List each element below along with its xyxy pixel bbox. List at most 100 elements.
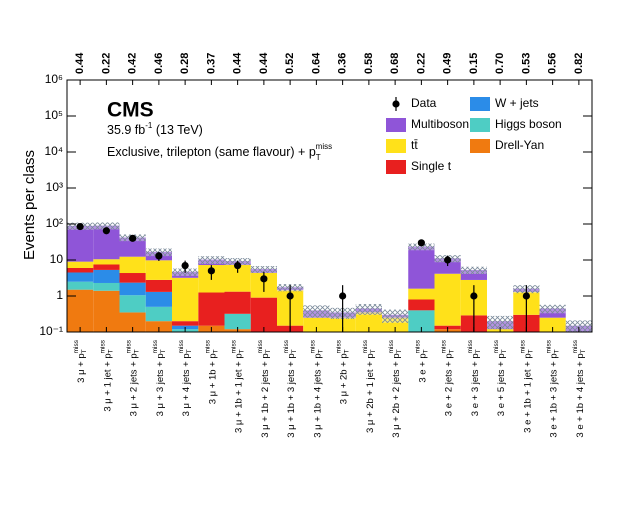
legend-label: Drell-Yan	[495, 138, 544, 152]
bar-segment	[224, 291, 251, 314]
category-sup: miss	[99, 339, 106, 353]
y-tick-label: 10⁵	[45, 108, 63, 122]
subtitle-sub: T	[316, 153, 321, 162]
category-sub: T	[265, 349, 272, 353]
lumi-text: 35.9 fb	[107, 123, 145, 137]
legend-label: Single t	[411, 159, 452, 173]
data-point	[444, 256, 452, 264]
data-point	[417, 239, 425, 247]
category-text: 3 μ + 2b + p	[338, 353, 349, 404]
legend-swatch	[386, 160, 406, 174]
bar-segment	[67, 225, 94, 262]
uncertainty-band	[198, 256, 225, 264]
category-text: 3 e + 1b + 4 jets + p	[574, 353, 585, 437]
legend-swatch	[470, 118, 490, 132]
category-sub: T	[475, 349, 482, 353]
x-tick-label: 3 μ + 1 jet + pTmiss	[99, 339, 114, 411]
bar-segment	[67, 261, 94, 268]
bar-segment	[198, 292, 225, 326]
p-value-label: 0.58	[363, 53, 375, 74]
bar-segment	[539, 317, 566, 332]
data-point	[339, 292, 347, 300]
category-text: 3 μ + 2b + 1 jet + p	[364, 353, 375, 433]
category-sub: T	[107, 349, 114, 353]
category-sup: miss	[73, 339, 80, 353]
category-sub: T	[527, 349, 534, 353]
category-text: 3 μ + 2 jets + p	[128, 353, 139, 416]
category-sub: T	[501, 349, 508, 353]
bar-segment	[408, 288, 435, 300]
p-value-label: 0.68	[389, 53, 401, 74]
legend-label: Multiboson	[411, 117, 469, 131]
category-sub: T	[343, 349, 350, 353]
bar-segment	[303, 317, 330, 332]
data-point	[207, 267, 215, 275]
x-tick-label: 3 μ + 1b + 2 jets + pTmiss	[257, 339, 272, 438]
y-tick-label: 10	[50, 252, 64, 266]
bar-segment	[172, 277, 199, 322]
category-sub: T	[81, 349, 88, 353]
data-point	[181, 261, 189, 270]
category-sup: miss	[545, 339, 552, 353]
category-text: 3 μ + 1b + 2 jets + p	[259, 353, 270, 437]
category-sup: miss	[440, 339, 447, 353]
p-value-label: 0.70	[494, 53, 506, 74]
x-tick-label: 3 μ + 2 jets + pTmiss	[125, 339, 140, 416]
uncertainty-band	[408, 243, 435, 251]
uncertainty-band	[93, 222, 120, 230]
legend-label: Data	[411, 96, 437, 110]
p-value-label: 0.15	[468, 53, 480, 74]
bar-segment	[355, 312, 382, 332]
x-tick-label: 3 e + 3 jets + pTmiss	[467, 339, 482, 416]
x-tick-label: 3 μ + pTmiss	[73, 339, 88, 383]
category-text: 3 μ + p	[76, 353, 87, 383]
lumi-sup: -1	[145, 121, 153, 130]
y-axis-label: Events per class	[21, 150, 38, 260]
legend-label: tt̄	[411, 138, 418, 152]
x-tick-label: 3 e + 1b + 3 jets + pTmiss	[545, 339, 560, 437]
bar-segment	[93, 282, 120, 291]
x-tick-label: 3 μ + 1b + 4 jets + pTmiss	[309, 339, 324, 438]
p-value-label: 0.44	[74, 52, 86, 74]
subtitle-text: Exclusive, trilepton (same flavour) + p	[107, 145, 316, 159]
bar-segment	[250, 297, 277, 332]
p-value-label: 0.22	[100, 53, 112, 74]
p-value-label: 0.37	[205, 53, 217, 74]
category-text: 3 μ + 2b + 2 jets + p	[391, 353, 402, 437]
bar-segment	[145, 260, 172, 280]
bar-segment	[408, 310, 435, 332]
category-sup: miss	[230, 339, 237, 353]
plot-frame	[66, 79, 593, 333]
category-sup: miss	[467, 339, 474, 353]
uncertainty-band	[250, 266, 277, 273]
category-text: 3 e + 3 jets + p	[469, 353, 480, 416]
bar-segment	[145, 321, 172, 332]
bar-segment	[408, 246, 435, 289]
category-sub: T	[212, 349, 219, 353]
bar-segment	[145, 291, 172, 307]
experiment-label: CMS	[107, 99, 154, 122]
category-text: 3 μ + 1b + 4 jets + p	[312, 353, 323, 437]
y-tick-label: 10⁴	[44, 144, 63, 158]
bar-segment	[172, 321, 199, 326]
data-point	[76, 222, 84, 231]
bar-segment	[93, 259, 120, 265]
legend-label: W + jets	[495, 96, 539, 110]
x-tick-label: 3 μ + 1b + pTmiss	[204, 339, 219, 404]
p-value-label: 0.56	[547, 53, 559, 74]
category-text: 3 e + p	[417, 353, 428, 382]
category-sub: T	[186, 349, 193, 353]
category-text: 3 e + 1b + 1 jet + p	[522, 353, 533, 433]
uncertainty-band	[382, 309, 409, 323]
data-point	[286, 292, 294, 300]
category-sup: miss	[204, 339, 211, 353]
bar-segment	[67, 281, 94, 290]
legend-swatch	[386, 139, 406, 153]
p-value-label: 0.22	[415, 53, 427, 74]
category-text: 3 μ + 1b + 1 jet + p	[233, 353, 244, 433]
legend-data-marker	[392, 100, 400, 108]
p-value-label: 0.52	[284, 53, 296, 74]
uncertainty-band	[487, 315, 514, 330]
lumi-label: 35.9 fb-1 (13 TeV)	[107, 121, 203, 137]
x-tick-label: 3 e + 1b + 4 jets + pTmiss	[572, 339, 587, 437]
